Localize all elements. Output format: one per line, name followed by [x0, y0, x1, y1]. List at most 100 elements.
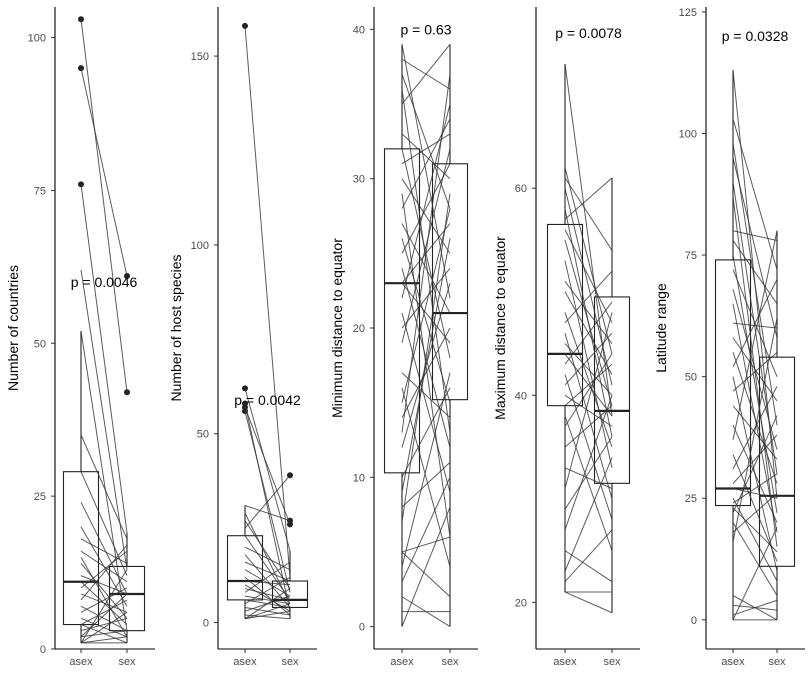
paired-line: [564, 177, 613, 220]
paired-line: [732, 497, 778, 582]
paired-line: [401, 44, 451, 299]
paired-line: [80, 471, 128, 576]
paired-line: [80, 636, 128, 644]
y-tick-label: 0: [203, 618, 209, 630]
paired-line: [80, 502, 128, 595]
y-tick-label: 0: [40, 644, 46, 656]
paired-line: [732, 279, 778, 368]
paired-line: [244, 588, 291, 620]
paired-line: [401, 372, 451, 418]
paired-line: [244, 610, 291, 620]
y-tick-label: 75: [34, 185, 46, 197]
paired-line: [401, 133, 451, 180]
paired-line: [244, 505, 291, 522]
panel-3: 0 10 20 30 40 asex sex Minimum distance to equa…: [329, 7, 478, 668]
paired-line: [564, 270, 613, 324]
paired-line: [564, 394, 613, 427]
paired-line: [244, 561, 291, 593]
paired-line: [80, 538, 128, 564]
paired-line: [80, 605, 128, 632]
paired-line: [244, 474, 291, 529]
y-tick-label: 100: [679, 128, 697, 140]
paired-line: [732, 415, 778, 514]
y-tick-label: 60: [515, 183, 527, 195]
panel-4: 20 40 60 asex sex Maximum distance to equator…: [492, 7, 640, 668]
paired-line: [401, 148, 451, 344]
y-tick-label: 100: [28, 33, 46, 45]
x-tick-label: asex: [721, 656, 745, 668]
paired-line: [564, 63, 613, 417]
paired-line: [80, 587, 128, 613]
paired-line: [564, 312, 613, 448]
paired-line: [732, 318, 778, 543]
paired-line: [401, 193, 451, 523]
paired-line: [244, 584, 291, 612]
paired-line: [401, 477, 451, 583]
paired-line: [564, 550, 613, 583]
paired-line: [732, 425, 778, 523]
paired-line: [80, 630, 128, 638]
paired-line: [80, 68, 128, 277]
y-axis-title: Number of host species: [168, 254, 184, 401]
p-value-label: p = 0.0328: [722, 28, 789, 44]
panel-1: 0 25 50 75 100 asex sex Number of countries p = …: [5, 7, 155, 668]
p-value-label: p = 0.0042: [234, 392, 301, 408]
paired-line: [564, 333, 613, 499]
paired-line: [564, 301, 613, 365]
paired-line: [732, 522, 778, 596]
y-tick-label: 30: [353, 174, 365, 186]
p-value-label: p = 0.0046: [71, 274, 138, 290]
paired-line: [564, 167, 613, 355]
panel-2: 0 50 100 150 asex sex Number of host species p …: [168, 7, 317, 668]
y-tick-label: 25: [685, 493, 697, 505]
paired-line: [564, 343, 613, 396]
paired-line: [244, 520, 291, 589]
x-tick-label: sex: [441, 656, 459, 668]
paired-line: [564, 260, 613, 468]
box-sex: [758, 356, 796, 567]
paired-line: [80, 330, 128, 631]
paired-line: [732, 473, 778, 504]
paired-line: [244, 588, 291, 601]
paired-line: [80, 593, 128, 613]
paired-line: [244, 595, 291, 605]
paired-line: [80, 269, 128, 570]
paired-line: [732, 351, 778, 392]
y-axis-title: Latitude range: [653, 283, 669, 373]
paired-line: [80, 575, 128, 595]
x-tick-label: asex: [69, 656, 93, 668]
paired-line: [564, 239, 613, 406]
y-tick-label: 20: [353, 323, 365, 335]
paired-line: [732, 230, 778, 241]
paired-line: [244, 388, 291, 551]
y-tick-label: 100: [191, 240, 209, 252]
paired-line: [564, 395, 613, 531]
paired-line: [80, 434, 128, 540]
paired-line: [401, 74, 451, 209]
x-tick-label: asex: [233, 656, 257, 668]
paired-line: [401, 462, 451, 508]
paired-line: [244, 561, 291, 582]
paired-line: [401, 133, 451, 165]
paired-line: [401, 387, 451, 568]
paired-line: [80, 19, 128, 393]
paired-line: [401, 506, 451, 627]
paired-line: [732, 182, 778, 474]
paired-line: [564, 353, 613, 427]
paired-line: [244, 546, 291, 571]
paired-line: [564, 188, 613, 386]
paired-line: [401, 282, 451, 344]
paired-line: [401, 74, 451, 433]
paired-line: [244, 25, 291, 578]
paired-line: [732, 492, 778, 533]
paired-line: [732, 527, 778, 621]
paired-line: [564, 229, 613, 324]
paired-line: [401, 312, 451, 493]
panel-5: 0 25 50 75 100 125 asex sex Latitude range p = 0.…: [653, 7, 805, 668]
paired-line: [564, 467, 613, 489]
paired-line: [732, 599, 778, 616]
y-tick-label: 125: [679, 7, 697, 19]
paired-line: [732, 254, 778, 513]
x-tick-label: sex: [603, 656, 621, 668]
